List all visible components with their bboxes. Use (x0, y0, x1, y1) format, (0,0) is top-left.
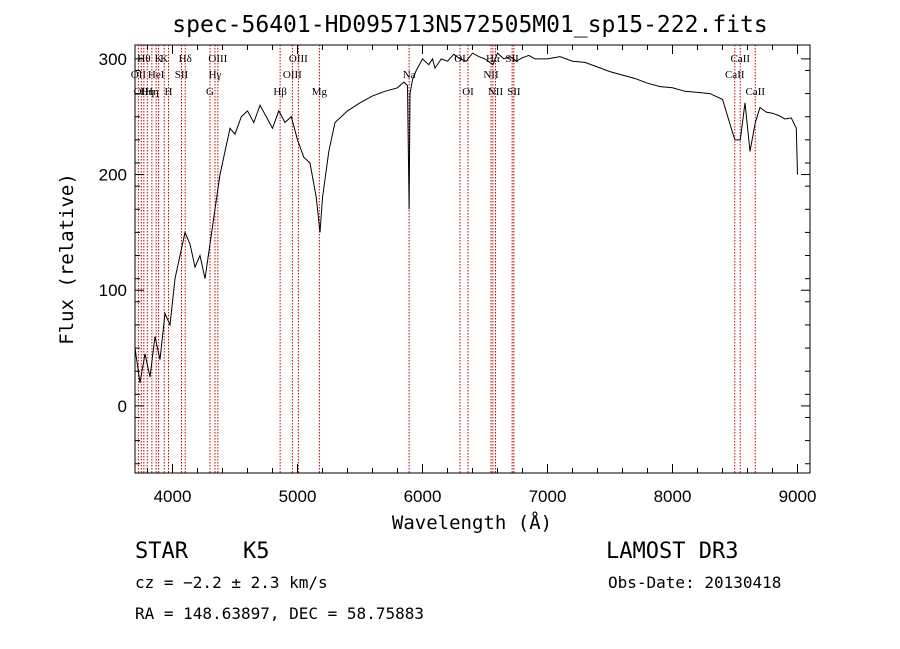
y-axis: 0 100 200 300 (99, 50, 810, 465)
info-panel: STAR K5 LAMOST DR3 cz = −2.2 ± 2.3 km/s … (135, 539, 781, 623)
spectral-line-label: Hβ (273, 86, 287, 98)
spectral-line-label: OIII (283, 69, 302, 81)
spectral-line-markers (137, 45, 756, 473)
spectral-line-label: NII (483, 69, 499, 81)
y-tick-label: 0 (118, 397, 127, 416)
spectral-line-label: Mg (312, 86, 328, 98)
y-tick-label: 200 (99, 166, 127, 185)
spectral-line-label: OIII (289, 53, 308, 65)
redshift-readout: cz = −2.2 ± 2.3 km/s (135, 573, 328, 592)
spectral-line-label: Na (403, 69, 416, 81)
coordinates: RA = 148.63897, DEC = 58.75883 (135, 604, 424, 623)
spectral-line-label: Hδ (179, 53, 192, 65)
x-tick-label: 8000 (654, 487, 692, 506)
spectral-line-label: H (165, 86, 173, 98)
flux-series-line (134, 52, 798, 383)
spectral-line-labels: OIIOIIHθHηHηHeIKKHSIIHδGHγOIIIHβOIIIOIII… (131, 53, 766, 98)
spectral-line-label: Hη (140, 86, 154, 98)
x-tick-label: 7000 (529, 487, 567, 506)
object-subclass: K5 (243, 539, 270, 564)
x-axis: 4000 5000 6000 7000 8000 9000 (147, 45, 817, 506)
spectral-line-label: SII (507, 86, 521, 98)
x-tick-label: 9000 (779, 487, 817, 506)
y-axis-label: Flux (relative) (56, 173, 78, 345)
y-tick-label: 300 (99, 50, 127, 69)
x-tick-label: 4000 (154, 487, 192, 506)
spectral-line-label: SII (505, 53, 519, 65)
y-tick-label: 100 (99, 281, 127, 300)
spectral-line-label: CaII (725, 69, 745, 81)
spectral-line-label: OII (131, 69, 147, 81)
spectral-line-label: CaII (745, 86, 765, 98)
spectral-line-label: HeI (148, 69, 165, 81)
spectral-line-label: K (155, 53, 163, 65)
spectral-line-label: Hγ (209, 69, 222, 81)
spectral-line-label: Hη (145, 86, 159, 98)
spectral-line-label: NII (488, 86, 504, 98)
spectral-line-label: OIII (208, 53, 227, 65)
x-axis-label: Wavelength (Å) (392, 511, 552, 534)
spectral-line-label: CaII (730, 53, 750, 65)
survey-name: LAMOST DR3 (606, 539, 738, 564)
plot-frame (134, 44, 811, 474)
spectral-line-label: SII (175, 69, 189, 81)
chart-title: spec-56401-HD095713N572505M01_sp15-222.f… (172, 12, 767, 38)
x-tick-label: 6000 (404, 487, 442, 506)
spectral-line-label: OI (462, 86, 474, 98)
spectral-line-label: K (160, 53, 168, 65)
spectral-line-label: G (206, 86, 214, 98)
object-class: STAR (135, 539, 189, 564)
x-tick-label: 5000 (279, 487, 317, 506)
observation-date: Obs-Date: 20130418 (608, 573, 781, 592)
plot-area: OIIOIIHθHηHηHeIKKHSIIHδGHγOIIIHβOIIIOIII… (131, 44, 811, 474)
spectral-line-label: OII (134, 86, 150, 98)
